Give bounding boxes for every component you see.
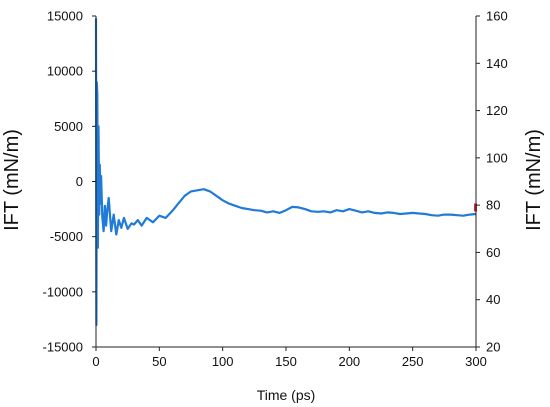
y-tick-label: -15000 [43,340,83,355]
y-tick-label: 0 [76,174,83,189]
y2-tick-label: 100 [486,150,508,165]
series-line [94,18,477,326]
x-tick-label: 150 [275,354,297,369]
x-tick-label: 200 [338,354,360,369]
y-tick-label: 5000 [54,119,83,134]
x-tick-label: 50 [152,354,166,369]
series-layer [94,18,477,326]
x-axis-title: Time (ps) [257,387,316,403]
y-tick-label: -5000 [50,229,83,244]
y-tick-label: 15000 [47,9,83,24]
tick-labels: 0 50 100 150 200 250 300 -15000 -10000 -5000 0 5000… [43,9,508,370]
y2-tick-label: 80 [486,198,500,213]
y-axis-title: IFT (mN/m) [1,129,23,231]
x-tick-label: 300 [465,354,487,369]
x-tick-label: 100 [212,354,234,369]
y2-tick-label: 40 [486,292,500,307]
x-tick-label: 0 [92,354,99,369]
y2-tick-label: 20 [486,340,500,355]
y2-tick-label: 60 [486,245,500,260]
y2-tick-label: 160 [486,9,508,24]
axes [92,15,480,351]
y2-tick-label: 140 [486,56,508,71]
y2-axis-title: IFT (mN/m) [523,129,545,231]
y-tick-label: 10000 [47,64,83,79]
x-tick-label: 250 [402,354,424,369]
y-tick-label: -10000 [43,284,83,299]
y2-tick-label: 120 [486,103,508,118]
